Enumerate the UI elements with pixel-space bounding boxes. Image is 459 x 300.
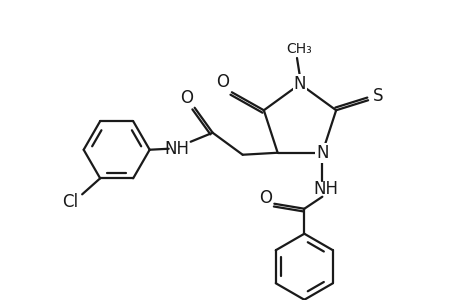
Text: NH: NH bbox=[313, 180, 338, 198]
Text: NH: NH bbox=[164, 140, 189, 158]
Text: O: O bbox=[216, 73, 229, 91]
Text: O: O bbox=[258, 189, 271, 207]
Text: Cl: Cl bbox=[62, 193, 78, 211]
Text: CH₃: CH₃ bbox=[285, 42, 311, 56]
Text: N: N bbox=[293, 75, 306, 93]
Text: S: S bbox=[372, 87, 382, 105]
Text: N: N bbox=[315, 144, 328, 162]
Text: O: O bbox=[180, 89, 193, 107]
